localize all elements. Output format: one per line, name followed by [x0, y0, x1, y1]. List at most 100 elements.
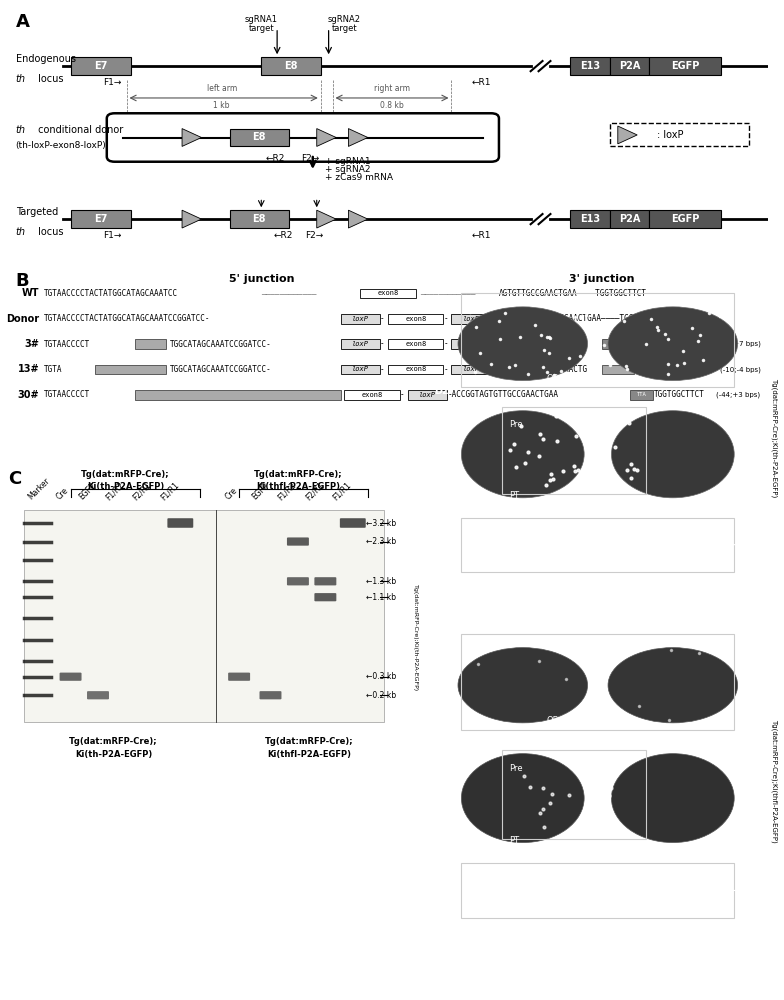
- Text: Ki(th-P2A-EGFP): Ki(th-P2A-EGFP): [75, 750, 152, 759]
- Polygon shape: [317, 129, 336, 146]
- Text: 5' junction: 5' junction: [228, 274, 294, 284]
- Text: GTGGCTTCT: GTGGCTTCT: [637, 365, 679, 374]
- Text: Pre: Pre: [509, 420, 523, 429]
- Text: ←: ←: [477, 885, 486, 895]
- Text: locus: locus: [35, 227, 64, 237]
- Text: E7: E7: [94, 214, 107, 224]
- Text: Donor: Donor: [6, 314, 39, 324]
- Text: ←0.3 kb: ←0.3 kb: [365, 672, 396, 681]
- Text: th: th: [16, 227, 26, 237]
- FancyBboxPatch shape: [452, 314, 491, 324]
- Text: E8: E8: [252, 214, 266, 224]
- Text: A: A: [16, 13, 30, 31]
- Text: OB: OB: [129, 840, 141, 849]
- Text: F2/R1: F2/R1: [303, 480, 325, 502]
- Text: Marker: Marker: [27, 477, 52, 502]
- Ellipse shape: [458, 648, 587, 723]
- Polygon shape: [348, 129, 368, 146]
- Text: D2: D2: [20, 860, 34, 870]
- Bar: [602, 365, 633, 374]
- Text: -: -: [380, 340, 385, 349]
- Text: Targeted: Targeted: [16, 207, 61, 217]
- Text: sgRNA1: sgRNA1: [245, 15, 278, 24]
- Text: + sgRNA2: + sgRNA2: [325, 165, 370, 174]
- FancyBboxPatch shape: [388, 339, 444, 349]
- Text: ←: ←: [477, 540, 486, 550]
- Bar: [135, 390, 340, 400]
- FancyBboxPatch shape: [314, 593, 336, 601]
- Text: EGFP: EGFP: [671, 214, 699, 224]
- Text: ←1.1 kb: ←1.1 kb: [366, 593, 396, 602]
- Text: TGTAACCCCT: TGTAACCCCT: [43, 390, 89, 399]
- Text: exon8: exon8: [405, 316, 426, 322]
- FancyBboxPatch shape: [344, 390, 400, 400]
- Polygon shape: [182, 129, 201, 146]
- FancyBboxPatch shape: [340, 314, 380, 324]
- Text: OB: OB: [546, 716, 559, 725]
- Text: E1: E1: [216, 758, 229, 768]
- Text: E3: E3: [216, 953, 229, 963]
- Text: Tg(dat:mRFP-Cre);: Tg(dat:mRFP-Cre);: [253, 470, 343, 479]
- Text: Cre: Cre: [55, 486, 71, 502]
- Text: LC: LC: [104, 981, 115, 990]
- Text: Ki(thfl-P2A-EGFP): Ki(thfl-P2A-EGFP): [256, 482, 340, 491]
- Text: GCTTCT: GCTTCT: [645, 340, 673, 349]
- Bar: [503, 750, 645, 839]
- Text: Pre: Pre: [119, 939, 132, 948]
- Text: Pre: Pre: [315, 939, 328, 948]
- FancyBboxPatch shape: [261, 57, 321, 75]
- FancyBboxPatch shape: [388, 314, 444, 324]
- Text: PT: PT: [509, 836, 519, 845]
- FancyBboxPatch shape: [408, 390, 448, 400]
- Text: -: -: [380, 365, 385, 374]
- Text: HI: HI: [509, 853, 518, 862]
- Text: target: target: [332, 24, 358, 33]
- Text: th: th: [16, 125, 26, 135]
- Ellipse shape: [461, 411, 584, 498]
- Text: F1/R1: F1/R1: [158, 480, 180, 502]
- Bar: [95, 365, 166, 374]
- Text: F1/R2: F1/R2: [276, 480, 298, 502]
- FancyBboxPatch shape: [287, 577, 309, 585]
- Text: 30#: 30#: [18, 390, 39, 400]
- Ellipse shape: [612, 411, 734, 498]
- FancyBboxPatch shape: [610, 57, 649, 75]
- Ellipse shape: [461, 754, 584, 843]
- Text: Tg(dat:mRFP-Cre);: Tg(dat:mRFP-Cre);: [69, 738, 158, 746]
- Text: exon8: exon8: [361, 392, 383, 398]
- FancyBboxPatch shape: [230, 129, 289, 146]
- Text: TGTA: TGTA: [43, 365, 62, 374]
- Text: 3' junction: 3' junction: [569, 274, 635, 284]
- Text: C: C: [8, 470, 21, 488]
- FancyBboxPatch shape: [260, 691, 281, 699]
- Text: ←0.2 kb: ←0.2 kb: [366, 691, 396, 700]
- Text: F1→: F1→: [103, 231, 122, 240]
- Text: EGFP: EGFP: [250, 482, 270, 502]
- Text: F1/R1: F1/R1: [331, 480, 353, 502]
- Text: D3: D3: [20, 953, 34, 963]
- Polygon shape: [317, 210, 336, 228]
- Text: exon8: exon8: [405, 341, 426, 347]
- Text: HI: HI: [509, 508, 518, 517]
- Text: loxP: loxP: [419, 392, 436, 398]
- Text: WT: WT: [22, 288, 39, 298]
- Text: E8: E8: [252, 132, 266, 142]
- Text: TGGCATAGCAAATCCGGATCC-: TGGCATAGCAAATCCGGATCC-: [170, 340, 272, 349]
- Text: Endogenous: Endogenous: [16, 54, 79, 64]
- FancyBboxPatch shape: [228, 673, 250, 681]
- FancyBboxPatch shape: [168, 518, 194, 528]
- Text: LC: LC: [300, 981, 311, 990]
- Text: F2→: F2→: [305, 231, 323, 240]
- Text: loxP: loxP: [463, 341, 480, 347]
- Bar: [135, 339, 166, 349]
- Text: loxP: loxP: [352, 316, 368, 322]
- Polygon shape: [618, 126, 637, 144]
- Text: th: th: [16, 74, 26, 84]
- FancyBboxPatch shape: [340, 365, 380, 374]
- Text: -ACCGGTAGTGTTGCCGAACTGAA: -ACCGGTAGTGTTGCCGAACTGAA: [448, 390, 558, 399]
- Text: Tg(dat:mRFP-Cre);: Tg(dat:mRFP-Cre);: [265, 738, 354, 746]
- FancyBboxPatch shape: [361, 289, 416, 298]
- Text: Tg(dat:mRFP-Cre);: Tg(dat:mRFP-Cre);: [81, 470, 170, 479]
- Text: Ki(th-P2A-EGFP): Ki(th-P2A-EGFP): [87, 482, 164, 491]
- Text: E1: E1: [434, 612, 448, 622]
